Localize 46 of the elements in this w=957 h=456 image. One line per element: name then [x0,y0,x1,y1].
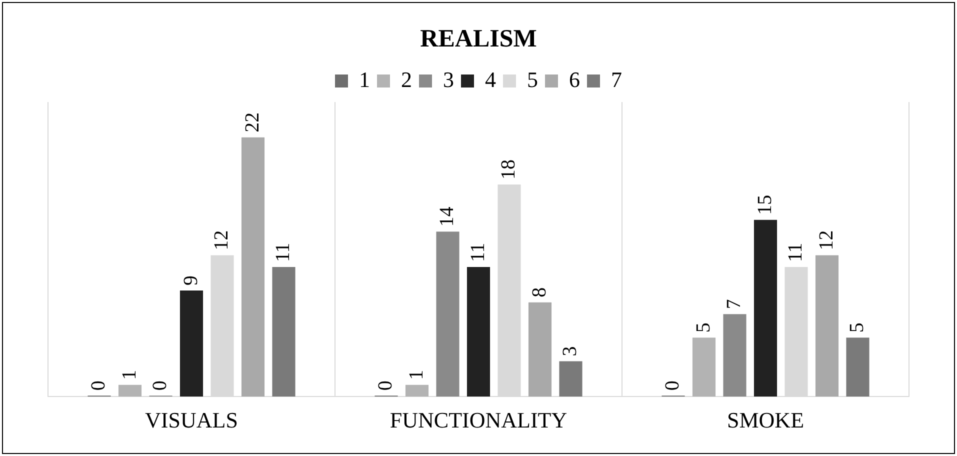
bar [559,361,582,397]
data-label: 0 [662,380,684,391]
bar [241,137,265,397]
bar [118,384,142,397]
data-label: 7 [723,299,745,310]
bar [723,314,746,397]
data-label: 1 [405,370,428,380]
bar [815,255,839,397]
data-label: 8 [528,287,550,298]
bar [528,302,552,397]
data-label: 11 [784,242,806,262]
data-label: 0 [88,380,110,391]
legend-label: 4 [485,66,496,92]
legend-label: 3 [443,66,454,92]
legend-label: 7 [611,66,622,92]
data-label: 15 [754,194,776,215]
bar [692,338,716,397]
x-tick-label: SMOKE [726,408,804,433]
legend-label: 5 [527,66,538,92]
chart-title: REALISM [420,25,537,52]
data-label: 18 [498,159,520,180]
data-label: 5 [846,322,868,333]
data-label: 22 [241,112,264,132]
legend-label: 1 [359,66,370,92]
legend-label: 6 [569,66,580,92]
data-label: 11 [466,242,489,262]
legend-label: 2 [401,66,412,92]
x-tick-label: VISUALS [145,408,238,433]
bar [180,290,204,397]
data-label: 5 [692,322,714,333]
data-label: 0 [374,380,396,391]
x-tick-label: FUNCTIONALITY [390,408,568,433]
data-label: 12 [210,230,232,250]
bar [405,384,429,397]
data-label: 1 [118,370,140,380]
data-label: 14 [436,206,458,227]
bar [436,232,460,397]
bar [846,338,870,397]
bar [754,220,778,397]
data-label: 9 [180,276,202,286]
data-label: 0 [149,380,171,391]
bar [272,266,296,397]
data-label: 3 [559,346,581,356]
data-label: 11 [272,242,294,262]
data-label: 12 [815,230,838,250]
bar [466,266,490,397]
